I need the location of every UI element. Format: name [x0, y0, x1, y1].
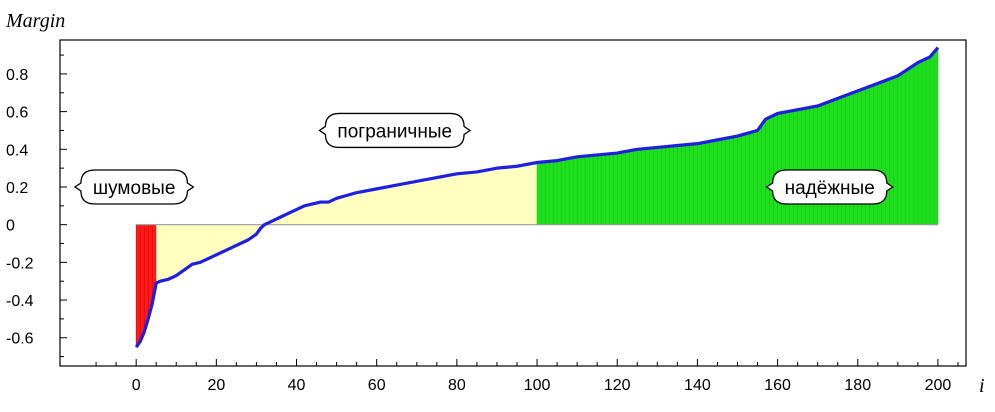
region-label-text: шумовые: [93, 178, 175, 199]
region-label-bubble: [73, 169, 195, 205]
x-tick-label: 160: [764, 377, 791, 394]
x-tick-label: 200: [925, 377, 952, 394]
y-tick-label: 0.2: [6, 180, 28, 197]
x-tick-label: 140: [684, 377, 711, 394]
x-tick-label: 40: [288, 377, 306, 394]
y-tick-label: -0.4: [6, 293, 34, 310]
margin-curve: [134, 46, 940, 349]
y-tick-label: -0.6: [6, 331, 34, 348]
x-axis-title: i: [979, 375, 985, 397]
x-tick-label: 120: [604, 377, 631, 394]
y-axis-title: Margin: [5, 10, 65, 32]
x-axis-ticks: 0 20 40 60 80 100 120 140 160 180 200: [95, 359, 959, 394]
reliable-region-label: надёжные: [765, 169, 894, 205]
x-tick-label: 100: [524, 377, 551, 394]
y-tick-label: 0.8: [6, 67, 28, 84]
y-tick-label: 0.4: [6, 142, 28, 159]
x-tick-label: 180: [844, 377, 871, 394]
x-tick-label: 20: [207, 377, 225, 394]
region-annotations: шумовые пограничные надёжные: [73, 112, 894, 205]
x-tick-label: 0: [132, 377, 141, 394]
y-axis-ticks: -0.6 -0.4 -0.2 0 0.2 0.4 0.6 0.8: [6, 54, 67, 358]
plot-frame: [59, 39, 967, 367]
border-region-label: пограничные: [318, 112, 472, 149]
region-border-fill: [156, 162, 538, 284]
y-tick-label: -0.2: [6, 255, 34, 272]
y-tick-label: 0.6: [6, 105, 28, 122]
x-tick-label: 80: [448, 377, 466, 394]
x-tick-label: 60: [368, 377, 386, 394]
region-label-text: пограничные: [337, 121, 452, 142]
region-label-bubble: [318, 112, 472, 149]
region-noise-fill: [136, 224, 157, 348]
region-label-bubble: [765, 169, 894, 205]
y-tick-label: 0: [6, 218, 15, 235]
region-label-text: надёжные: [785, 178, 875, 199]
noise-region-label: шумовые: [73, 169, 195, 205]
